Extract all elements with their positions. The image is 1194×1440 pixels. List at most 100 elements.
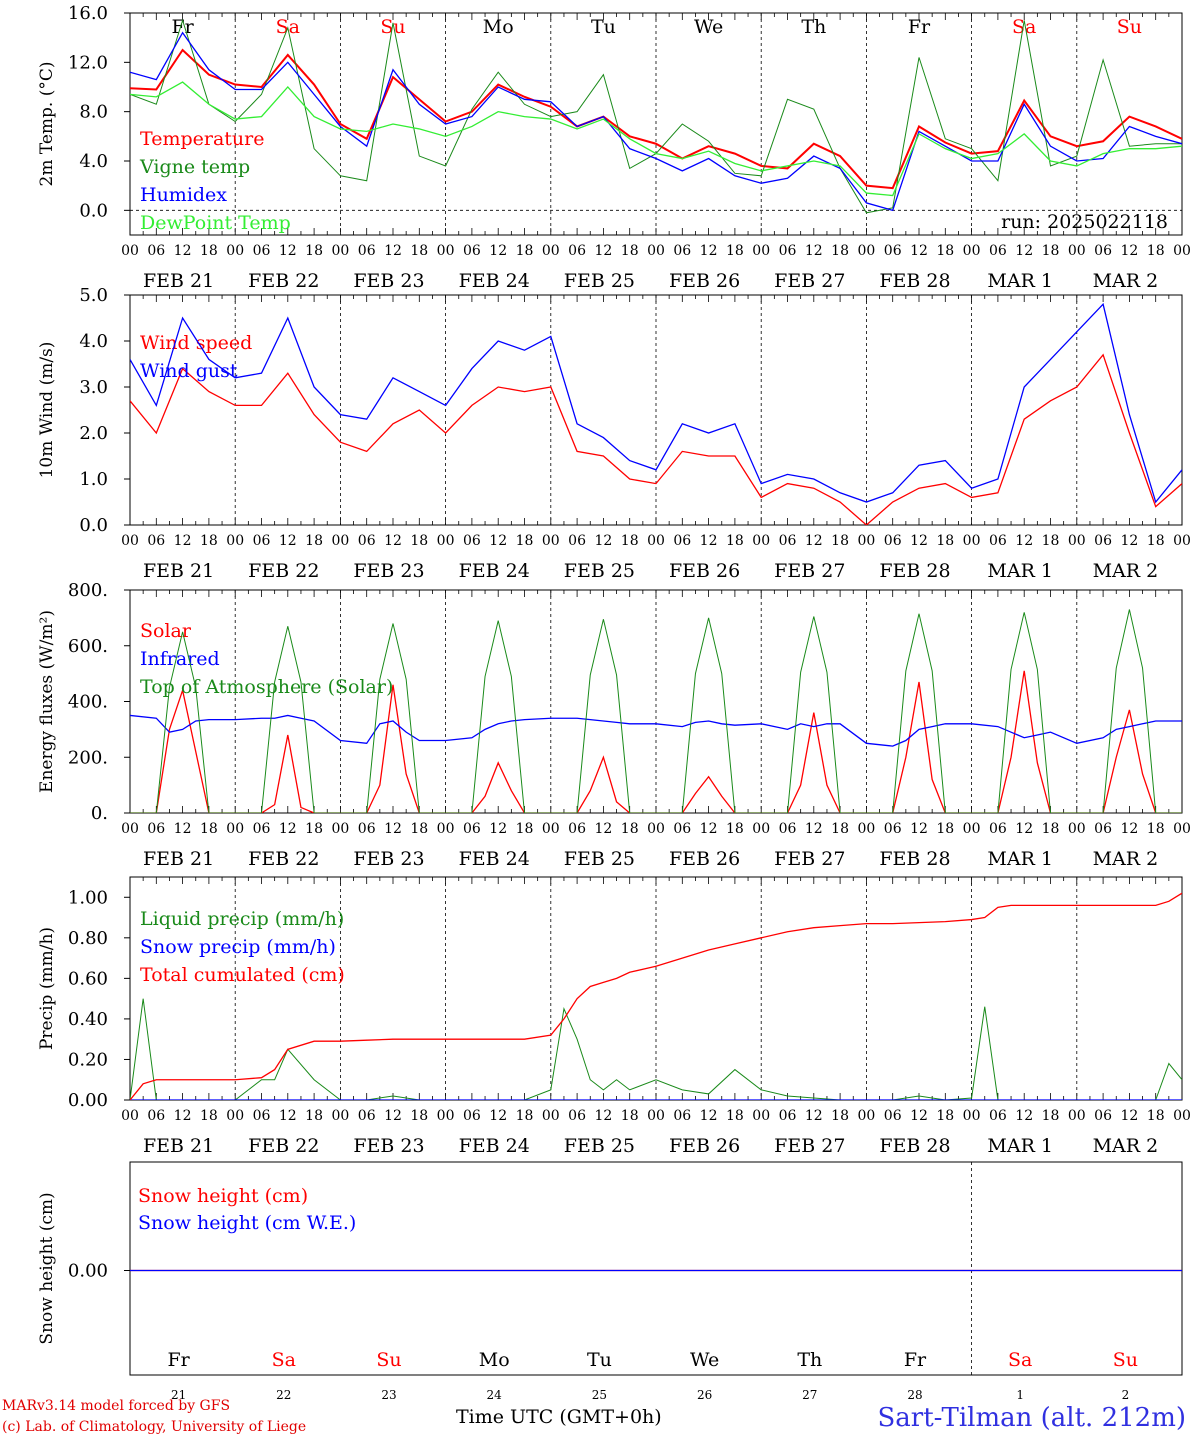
date-label: MAR 1 — [987, 1135, 1053, 1157]
hour-tick-label: 06 — [673, 1108, 691, 1124]
run-label: run: 2025022118 — [1001, 211, 1168, 233]
date-label: MAR 1 — [987, 270, 1053, 292]
date-label: FEB 22 — [248, 560, 319, 582]
series-line — [130, 31, 1182, 212]
hour-tick-label: 00 — [1173, 533, 1191, 549]
hour-tick-label: 12 — [1015, 533, 1033, 549]
day-label-top: Tu — [591, 16, 616, 38]
panel-3: 800. 600. 400. 200. 0. Energy fluxes (W/m²) 00… — [37, 580, 1191, 870]
hour-tick-label: 12 — [384, 243, 402, 259]
date-label: MAR 1 — [987, 848, 1053, 870]
day-label-top: Mo — [483, 16, 514, 38]
hour-tick-label: 00 — [1173, 1108, 1191, 1124]
hour-tick-label: 00 — [331, 1108, 349, 1124]
y-tick-label: 4.0 — [79, 151, 108, 172]
day-label-bottom: Fr — [167, 1349, 190, 1371]
y-tick-label: 4.0 — [79, 331, 108, 352]
day-number-label: 23 — [381, 1388, 396, 1402]
hour-tick-label: 00 — [1068, 533, 1086, 549]
hour-tick-label: 12 — [700, 1108, 718, 1124]
hour-tick-label: 06 — [1094, 533, 1112, 549]
hour-tick-label: 18 — [516, 243, 534, 259]
legend-entry: Temperature — [140, 128, 264, 150]
hour-tick-label: 00 — [226, 243, 244, 259]
y-tick-label: 3.0 — [79, 377, 108, 398]
hour-tick-label: 18 — [1147, 1108, 1165, 1124]
hour-tick-label: 18 — [936, 243, 954, 259]
day-label-top: Su — [1117, 16, 1142, 38]
date-label: FEB 25 — [564, 848, 635, 870]
date-label: FEB 21 — [143, 270, 214, 292]
hour-tick-label: 00 — [1173, 821, 1191, 837]
date-label: FEB 21 — [143, 848, 214, 870]
hour-tick-label: 06 — [147, 1108, 165, 1124]
hour-tick-label: 18 — [1147, 533, 1165, 549]
date-label: FEB 28 — [879, 270, 950, 292]
hour-tick-label: 18 — [305, 821, 323, 837]
date-label: FEB 22 — [248, 848, 319, 870]
panel-2: 5.0 4.0 3.0 2.0 1.0 0.0 10m Wind (m/s) 00 06 12 18… — [37, 285, 1191, 582]
date-label: FEB 26 — [669, 560, 740, 582]
day-label-bottom: Su — [376, 1349, 401, 1371]
y-tick-label: 8.0 — [79, 102, 108, 123]
hour-tick-label: 00 — [647, 533, 665, 549]
hour-tick-label: 18 — [410, 243, 428, 259]
hour-tick-label: 06 — [779, 821, 797, 837]
hour-tick-label: 00 — [542, 1108, 560, 1124]
hour-tick-label: 00 — [752, 533, 770, 549]
hour-tick-label: 12 — [594, 533, 612, 549]
hour-tick-label: 12 — [1015, 1108, 1033, 1124]
hour-tick-label: 18 — [1042, 821, 1060, 837]
day-label-bottom: Sa — [1008, 1349, 1032, 1371]
hour-tick-label: 06 — [147, 533, 165, 549]
date-label: FEB 26 — [669, 848, 740, 870]
hour-tick-label: 06 — [568, 1108, 586, 1124]
y-axis-label: Precip (mm/h) — [37, 927, 57, 1050]
day-number-label: 24 — [487, 1388, 503, 1402]
hour-tick-label: 18 — [936, 533, 954, 549]
hour-tick-label: 12 — [805, 243, 823, 259]
legend-entry: Top of Atmosphere (Solar) — [140, 676, 393, 698]
day-label-top: Fr — [908, 16, 931, 38]
day-number-label: 21 — [171, 1388, 186, 1402]
y-tick-label: 0.60 — [68, 968, 108, 989]
hour-tick-label: 06 — [358, 533, 376, 549]
hour-tick-label: 12 — [805, 821, 823, 837]
hour-tick-label: 18 — [726, 1108, 744, 1124]
hour-tick-label: 00 — [121, 1108, 139, 1124]
hour-tick-label: 00 — [121, 243, 139, 259]
hour-tick-label: 12 — [1120, 821, 1138, 837]
date-label: FEB 23 — [353, 560, 424, 582]
hour-tick-label: 00 — [647, 821, 665, 837]
hour-tick-label: 00 — [857, 243, 875, 259]
hour-tick-label: 00 — [331, 821, 349, 837]
date-label: MAR 2 — [1093, 270, 1159, 292]
legend-entry: Snow height (cm) — [138, 1185, 308, 1207]
hour-tick-label: 06 — [884, 1108, 902, 1124]
hour-tick-label: 06 — [463, 243, 481, 259]
legend-entry: Liquid precip (mm/h) — [140, 908, 344, 930]
hour-tick-label: 12 — [594, 1108, 612, 1124]
hour-tick-label: 06 — [989, 1108, 1007, 1124]
hour-tick-label: 12 — [700, 243, 718, 259]
hour-tick-label: 00 — [226, 1108, 244, 1124]
hour-tick-label: 06 — [884, 533, 902, 549]
hour-tick-label: 12 — [1120, 243, 1138, 259]
hour-tick-label: 12 — [594, 243, 612, 259]
legend-entry: DewPoint Temp — [140, 212, 291, 234]
hour-tick-label: 12 — [1120, 1108, 1138, 1124]
legend-entry: Wind gust — [140, 360, 238, 382]
hour-tick-label: 06 — [463, 821, 481, 837]
hour-tick-label: 18 — [831, 533, 849, 549]
y-axis-label: Energy fluxes (W/m²) — [37, 610, 57, 793]
date-label: FEB 27 — [774, 848, 845, 870]
hour-tick-label: 18 — [1042, 533, 1060, 549]
date-label: FEB 21 — [143, 560, 214, 582]
hour-tick-label: 06 — [568, 243, 586, 259]
hour-tick-label: 00 — [331, 243, 349, 259]
hour-tick-label: 00 — [857, 1108, 875, 1124]
hour-tick-label: 12 — [910, 1108, 928, 1124]
y-tick-label: 1.0 — [79, 469, 108, 490]
hour-tick-label: 12 — [489, 533, 507, 549]
